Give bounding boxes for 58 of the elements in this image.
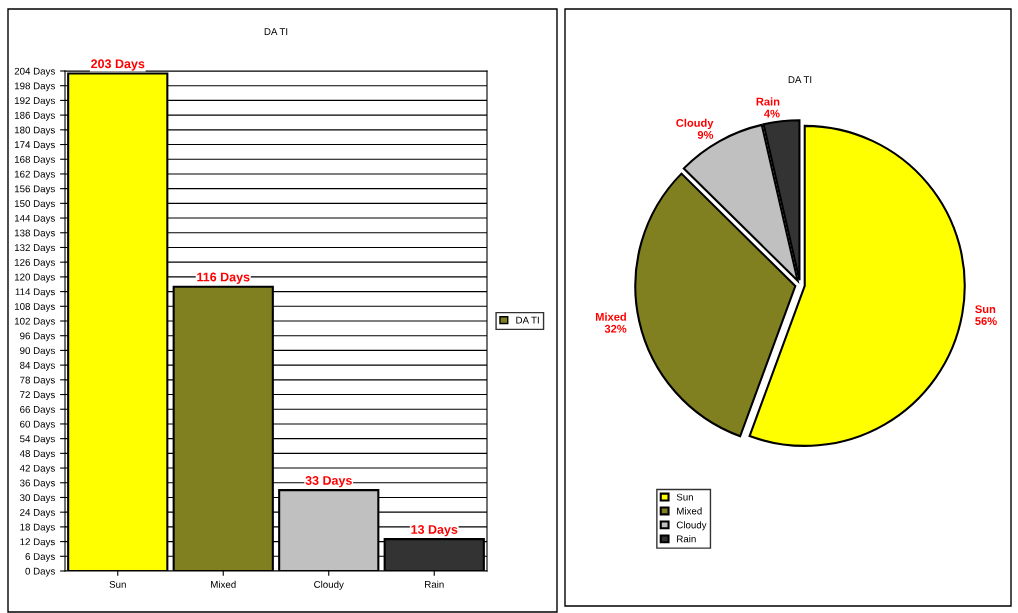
y-tick-label: 0 Days bbox=[25, 567, 55, 577]
legend-label: Rain bbox=[677, 535, 696, 543]
chart-title: DA TI bbox=[788, 76, 812, 83]
data-label: 13 Days bbox=[411, 525, 458, 537]
y-tick-label: 132 Days bbox=[14, 244, 55, 254]
y-tick-label: 180 Days bbox=[14, 126, 55, 136]
slice-label: Rain bbox=[756, 97, 780, 106]
y-tick-label: 54 Days bbox=[20, 435, 55, 445]
y-tick-label: 78 Days bbox=[20, 376, 55, 386]
y-tick-label: 156 Days bbox=[14, 185, 55, 195]
y-tick-label: 108 Days bbox=[14, 303, 55, 312]
y-tick-label: 120 Days bbox=[14, 273, 55, 283]
data-label: 56% bbox=[975, 317, 997, 326]
x-tick-label: Mixed bbox=[211, 580, 236, 588]
y-tick-label: 96 Days bbox=[20, 332, 55, 342]
x-tick-label: Rain bbox=[425, 580, 444, 588]
x-tick-label: Sun bbox=[109, 580, 126, 588]
y-tick-label: 12 Days bbox=[20, 538, 55, 548]
y-tick-label: 150 Days bbox=[14, 200, 55, 209]
y-tick-label: 66 Days bbox=[20, 405, 55, 415]
y-tick-label: 192 Days bbox=[14, 97, 55, 106]
legend-label: DA TI bbox=[516, 316, 539, 324]
y-tick-label: 90 Days bbox=[20, 347, 55, 356]
y-tick-label: 186 Days bbox=[14, 111, 55, 121]
y-tick-label: 162 Days bbox=[14, 170, 55, 180]
data-label: 203 Days bbox=[91, 59, 145, 71]
data-label: 4% bbox=[764, 109, 780, 118]
y-tick-label: 24 Days bbox=[20, 508, 55, 518]
y-tick-label: 198 Days bbox=[14, 82, 55, 92]
y-tick-label: 144 Days bbox=[14, 214, 55, 224]
slice-label: Mixed bbox=[595, 312, 626, 321]
y-tick-label: 36 Days bbox=[19, 479, 55, 489]
slice-label: Cloudy bbox=[676, 118, 714, 130]
y-tick-label: 72 Days bbox=[20, 391, 55, 401]
y-tick-label: 168 Days bbox=[14, 155, 55, 165]
data-label: 33 Days bbox=[305, 476, 352, 488]
legend-label: Cloudy bbox=[676, 521, 707, 531]
y-tick-label: 138 Days bbox=[14, 229, 55, 239]
slice-label: Sun bbox=[975, 305, 996, 314]
y-tick-label: 18 Days bbox=[20, 523, 55, 533]
y-tick-label: 6 Days bbox=[25, 553, 55, 562]
y-tick-label: 114 Days bbox=[15, 288, 55, 298]
y-tick-label: 204 Days bbox=[14, 67, 55, 77]
y-tick-label: 102 Days bbox=[14, 317, 55, 327]
data-label: 116 Days bbox=[197, 272, 250, 284]
legend-label: Mixed bbox=[677, 507, 702, 515]
chart-title: DA TI bbox=[264, 28, 288, 35]
data-label: 32% bbox=[604, 324, 627, 333]
y-tick-label: 30 Days bbox=[19, 494, 55, 504]
y-tick-label: 126 Days bbox=[14, 258, 55, 268]
y-tick-label: 48 Days bbox=[19, 450, 55, 459]
data-label: 9% bbox=[697, 131, 714, 139]
legend-label: Sun bbox=[676, 493, 693, 501]
y-tick-label: 174 Days bbox=[14, 141, 55, 151]
y-tick-label: 84 Days bbox=[20, 361, 55, 371]
y-tick-label: 60 Days bbox=[20, 420, 55, 430]
x-tick-label: Cloudy bbox=[314, 580, 344, 590]
y-tick-label: 42 Days bbox=[19, 464, 55, 474]
